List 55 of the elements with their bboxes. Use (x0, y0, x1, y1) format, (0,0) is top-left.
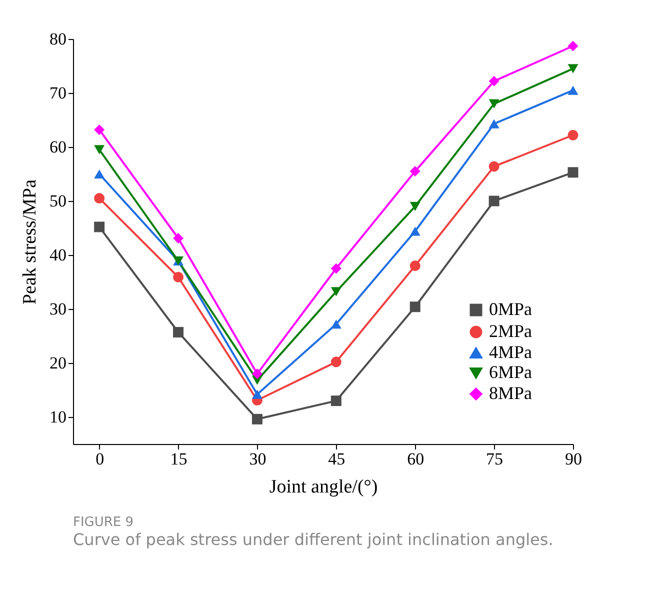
point (330, 263, 342, 274)
caption: FIGURE 9 (73, 515, 134, 530)
point (94, 169, 105, 179)
point (252, 414, 262, 424)
point (410, 226, 420, 236)
point (410, 202, 420, 211)
point (94, 193, 105, 204)
point (94, 124, 105, 135)
point (488, 196, 500, 206)
point (488, 76, 500, 86)
point (488, 119, 500, 128)
point (568, 167, 578, 178)
y-tick-label: 30 (50, 300, 66, 318)
x-tick-label: 15 (170, 450, 188, 468)
point (488, 99, 500, 108)
point (568, 130, 578, 140)
x-tick-label: 90 (565, 450, 582, 468)
y-tick-label: 60 (50, 138, 66, 156)
point (410, 302, 420, 312)
legend-label: 4MPa (489, 342, 532, 362)
point (330, 320, 342, 329)
y-tick-label: 80 (50, 30, 66, 48)
point (410, 166, 420, 177)
legend-label: 6MPa (489, 362, 532, 382)
point (330, 396, 342, 406)
x-tick-label: 75 (486, 450, 504, 468)
legend-label: 2MPa (489, 321, 532, 341)
y-tick-label: 50 (50, 192, 66, 210)
point (173, 326, 184, 338)
x-tick-label: 0 (96, 450, 104, 468)
point (252, 390, 262, 399)
point (94, 222, 105, 232)
y-tick-label: 10 (50, 408, 66, 426)
point (410, 260, 420, 272)
y-tick-label: 40 (50, 246, 66, 264)
point (568, 86, 578, 95)
x-tick-label: 30 (249, 450, 266, 468)
point (173, 272, 184, 282)
y-axis-title: Peak stress/MPa (20, 178, 40, 305)
point (330, 287, 342, 296)
x-tick-label: 60 (407, 450, 424, 468)
x-axis-title: Joint angle/(°) (269, 476, 378, 498)
y-tick-label: 20 (50, 354, 66, 372)
legend-label: 0MPa (489, 299, 532, 319)
point (94, 145, 105, 154)
point (568, 64, 578, 74)
legend-label: 8MPa (489, 383, 532, 403)
y-tick-label: 70 (50, 84, 66, 102)
point (330, 356, 342, 368)
text: Curve of peak stress under different joint inclination angles. (73, 530, 554, 549)
point (568, 40, 578, 52)
point (488, 161, 500, 172)
point (173, 233, 184, 244)
point (252, 368, 262, 380)
x-tick-label: 45 (328, 450, 346, 468)
